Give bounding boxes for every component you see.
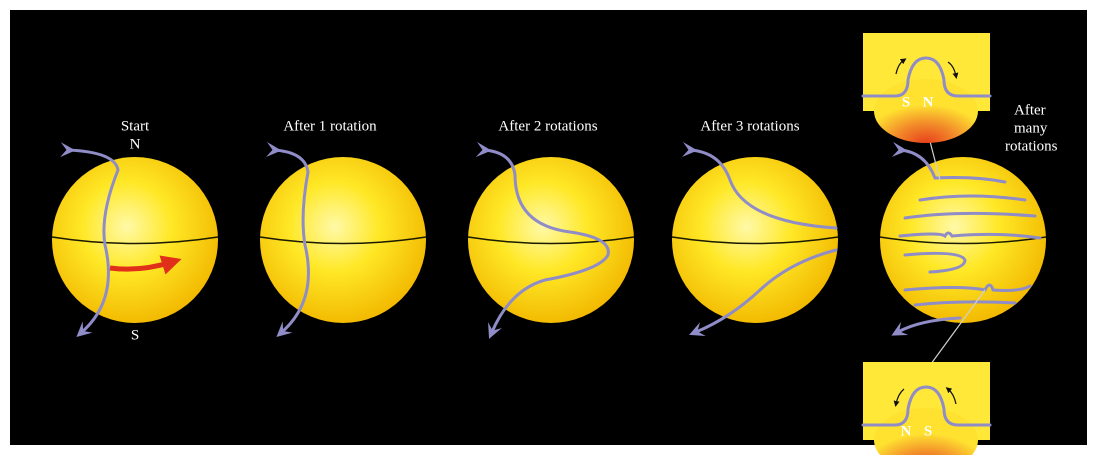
inset-pole-label: S [902,94,910,110]
inset-pole-label: N [923,94,934,110]
north-label: N [130,136,141,152]
sphere-1-rotation [259,142,427,337]
south-label: S [131,327,139,343]
inset-pole-label: S [924,423,932,439]
inset-top [861,33,992,143]
sphere-many-rotations [879,94,1047,369]
panel-label-line: many [1014,120,1048,136]
sphere-3-rotations [671,142,839,337]
panel-label: Start [121,118,150,134]
panel-label: After 2 rotations [498,118,597,134]
sphere-2-rotations [467,141,635,339]
panel-label-line: rotations [1005,138,1058,154]
sphere-start [51,142,219,337]
panel-label: After 3 rotations [700,118,799,134]
panel-label-line: After [1014,102,1046,118]
inset-pole-label: N [901,423,912,439]
panel-label: After 1 rotation [283,118,377,134]
inset-bottom [861,362,992,455]
